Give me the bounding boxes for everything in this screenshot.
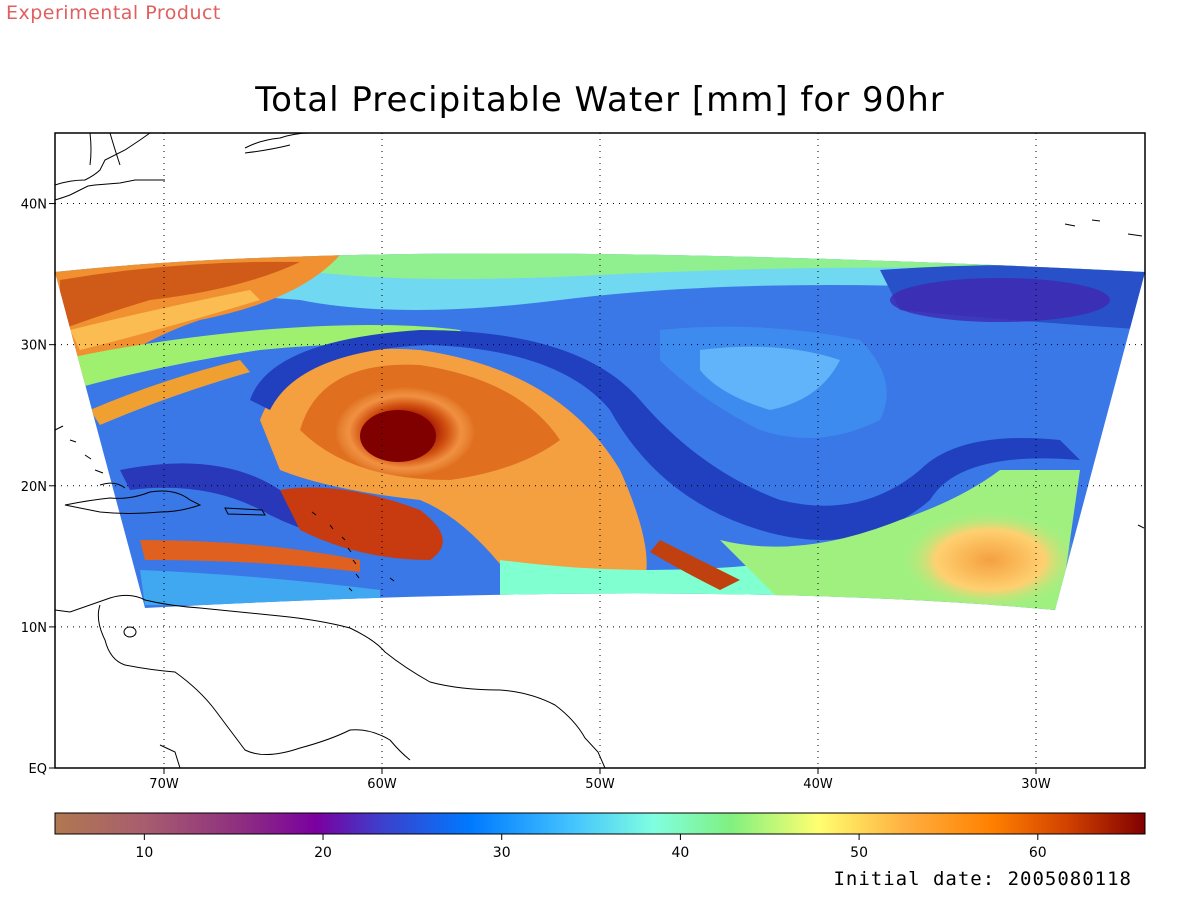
lat-tick-label: EQ: [29, 762, 47, 777]
precipitable-water-field: [55, 253, 1145, 610]
lat-tick-label: 40N: [21, 198, 47, 213]
colorbar-tick-label: 40: [671, 845, 689, 861]
colorbar-ticks: 10 20 30 40 50 60: [135, 834, 1047, 861]
lon-tick-label: 40W: [803, 777, 833, 792]
lat-tick-label: 30N: [21, 339, 47, 354]
colorbar-tick-label: 20: [314, 845, 332, 861]
colorbar-tick-label: 30: [493, 845, 511, 861]
coastlines: [54, 132, 1145, 769]
lon-tick-label: 60W: [367, 777, 397, 792]
colorbar-bar: [54, 812, 1146, 835]
lon-tick-label: 50W: [585, 777, 615, 792]
lon-tick-label: 70W: [149, 777, 179, 792]
lon-tick-label: 30W: [1021, 777, 1051, 792]
colorbar-tick-label: 60: [1029, 845, 1047, 861]
latitude-axis: EQ 10N 20N 30N 40N: [21, 198, 55, 777]
colorbar-tick-label: 10: [135, 845, 153, 861]
longitude-axis: 70W 60W 50W 40W 30W: [149, 768, 1051, 792]
colorbar: 10 20 30 40 50 60: [54, 812, 1146, 861]
map-title: Total Precipitable Water [mm] for 90hr: [255, 80, 945, 120]
colorbar-tick-label: 50: [850, 845, 868, 861]
lat-tick-label: 10N: [21, 621, 47, 636]
experimental-product-label: Experimental Product: [6, 2, 221, 24]
initial-date: Initial date: 2005080118: [833, 868, 1132, 890]
lat-tick-label: 20N: [21, 480, 47, 495]
